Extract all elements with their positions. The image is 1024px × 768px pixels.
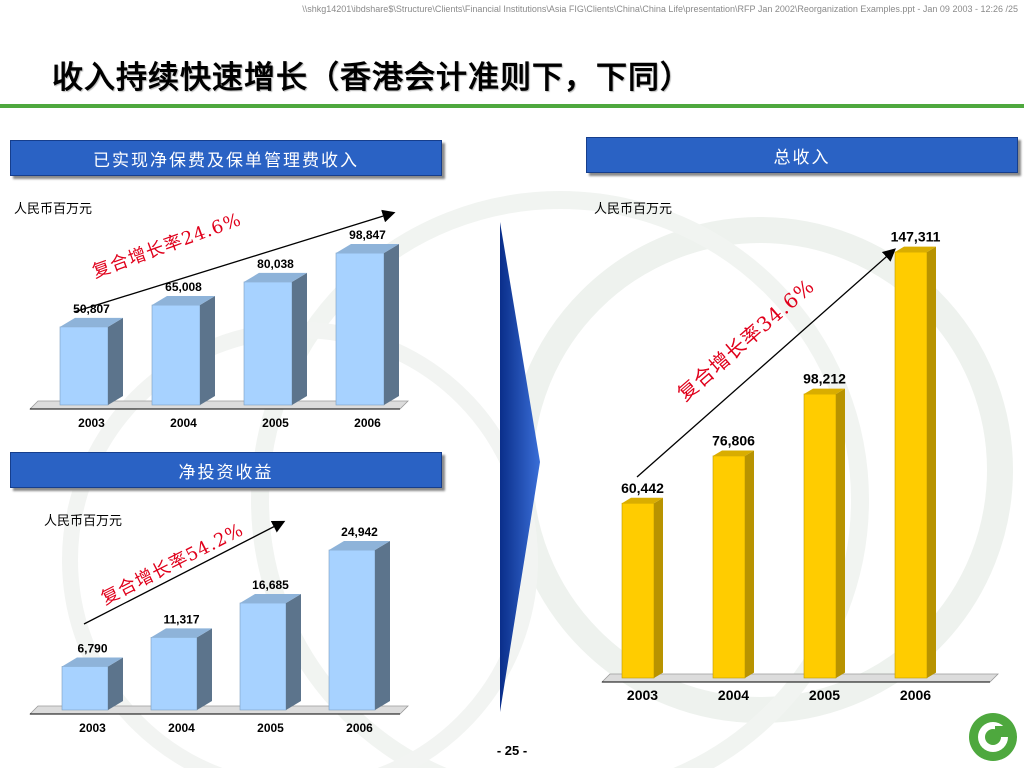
premiums-unit-label: 人民币百万元 — [14, 202, 93, 217]
total-panel-header: 总收入 — [586, 137, 1018, 173]
investment-unit-label: 人民币百万元 — [44, 514, 123, 529]
total-unit-label: 人民币百万元 — [594, 202, 673, 217]
investment-cagr-arrow — [83, 520, 286, 625]
premiums-value-label-2005: 80,038 — [257, 257, 294, 271]
investment-value-label-2005: 16,685 — [252, 578, 289, 592]
investment-bar-side-2005 — [286, 593, 301, 710]
total-bar-top-2006 — [895, 246, 936, 252]
total-value-label-2003: 60,442 — [621, 480, 664, 496]
total-bar-top-2003 — [622, 497, 663, 504]
total-bar-side-2003 — [654, 497, 663, 678]
premiums-bar-side-2003 — [108, 317, 123, 405]
total-floor — [601, 673, 999, 683]
premiums-bar-top-2005 — [244, 272, 307, 282]
premiums-category-label-2005: 2005 — [262, 416, 289, 430]
investment-value-label-2004: 11,317 — [163, 612, 199, 626]
premiums-category-label-2003: 2003 — [78, 416, 105, 430]
premiums-bar-side-2004 — [200, 296, 215, 405]
total-bar-top-2004 — [713, 450, 754, 456]
premiums-bar-top-2004 — [152, 296, 215, 306]
total-bar-side-2005 — [836, 388, 845, 678]
total-category-label-2005: 2005 — [809, 687, 840, 703]
investment-category-label-2006: 2006 — [346, 721, 373, 735]
premiums-panel-header: 已实现净保费及保单管理费收入 — [10, 140, 442, 176]
premiums-bar-2006 — [335, 252, 385, 406]
investment-bar-top-2004 — [151, 628, 212, 638]
investment-value-label-2003: 6,790 — [77, 641, 107, 655]
premiums-bar-top-2006 — [336, 244, 399, 253]
total-category-label-2006: 2006 — [900, 687, 931, 703]
investment-bar-side-2006 — [375, 541, 390, 710]
premiums-bar-top-2003 — [60, 317, 123, 327]
investment-panel-header: 净投资收益 — [10, 452, 442, 488]
total-bar-side-2006 — [927, 246, 936, 678]
investment-bar-side-2003 — [108, 657, 123, 710]
investment-bar-top-2005 — [240, 593, 301, 603]
total-category-label-2004: 2004 — [718, 687, 749, 703]
investment-bar-top-2006 — [329, 541, 390, 550]
title-divider — [0, 104, 1024, 108]
premiums-category-label-2004: 2004 — [170, 416, 197, 430]
total-category-label-2003: 2003 — [627, 687, 658, 703]
page-number: - 25 - — [496, 743, 528, 758]
total-value-label-2004: 76,806 — [712, 432, 755, 448]
premiums-category-label-2006: 2006 — [354, 416, 381, 430]
total-bar-top-2005 — [804, 388, 845, 394]
premiums-bar-2003 — [59, 326, 109, 406]
total-value-label-2006: 147,311 — [891, 229, 941, 245]
investment-category-label-2005: 2005 — [257, 721, 284, 735]
file-path: \\shkg14201\ibdshare$\Structure\Clients\… — [302, 4, 1018, 14]
premiums-bar-2004 — [151, 304, 201, 406]
premiums-value-label-2006: 98,847 — [349, 228, 386, 242]
total-value-label-2005: 98,212 — [803, 371, 846, 387]
total-bar-2003 — [621, 502, 655, 679]
total-bar-2006 — [894, 251, 928, 679]
total-cagr-arrow — [636, 248, 896, 478]
page-title: 收入持续快速增长（香港会计准则下，下同） — [52, 60, 692, 96]
company-logo — [969, 713, 1017, 761]
investment-category-label-2003: 2003 — [79, 721, 106, 735]
premiums-value-label-2004: 65,008 — [165, 280, 202, 294]
total-bar-2005 — [803, 393, 837, 679]
premiums-bar-side-2006 — [384, 244, 399, 405]
investment-bar-2004 — [150, 637, 198, 711]
total-bar-2004 — [712, 455, 746, 679]
premiums-cagr-arrow — [73, 209, 396, 313]
investment-bar-top-2003 — [62, 657, 123, 667]
investment-value-label-2006: 24,942 — [341, 525, 378, 539]
premiums-bar-side-2005 — [292, 272, 307, 405]
investment-bar-side-2004 — [197, 628, 212, 710]
investment-bar-2003 — [61, 666, 109, 711]
total-bar-side-2004 — [745, 450, 754, 678]
investment-category-label-2004: 2004 — [168, 721, 195, 735]
total-cagr-label: 复合增长率34.6% — [673, 274, 820, 406]
premiums-value-label-2003: 50,807 — [73, 302, 110, 316]
